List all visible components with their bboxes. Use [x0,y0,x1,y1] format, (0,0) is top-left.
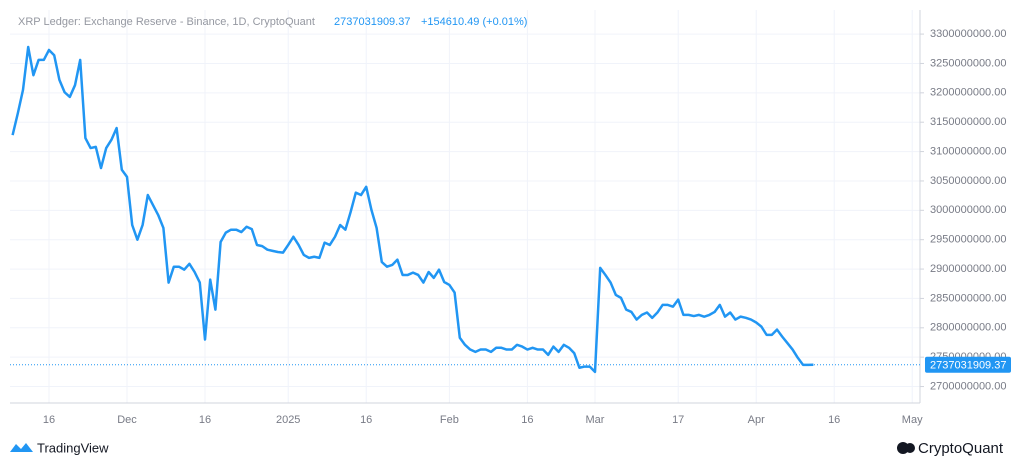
y-tick-label: 3100000000.00 [930,145,1006,157]
chart-title: XRP Ledger: Exchange Reserve - Binance, … [18,16,315,28]
cryptoquant-icon [905,443,915,453]
x-tick-label: Dec [117,414,137,426]
cryptoquant-text: CryptoQuant [918,440,1004,457]
y-tick-label: 2900000000.00 [930,263,1006,275]
y-tick-label: 3000000000.00 [930,204,1006,216]
data-line [11,45,814,374]
x-tick-label: May [902,414,923,426]
y-tick-label: 3050000000.00 [930,175,1006,187]
y-tick-label: 2850000000.00 [930,292,1006,304]
x-tick-label: Mar [586,414,605,426]
last-value-box [925,356,1011,373]
y-tick-label: 2950000000.00 [930,234,1006,246]
y-tick-label: 3250000000.00 [930,57,1006,69]
x-tick-label: 17 [672,414,684,426]
tradingview-icon [10,443,33,452]
tradingview-text: TradingView [37,440,109,455]
x-tick-label: Feb [440,414,459,426]
x-tick-label: 16 [360,414,372,426]
x-tick-label: 16 [828,414,840,426]
y-tick-label: 3300000000.00 [930,28,1006,40]
last-value-label: 2737031909.37 [930,360,1006,372]
cryptoquant-logo: CryptoQuant [897,440,1004,457]
y-tick-label: 3150000000.00 [930,116,1006,128]
y-tick-label: 2700000000.00 [930,380,1006,392]
y-tick-label: 2800000000.00 [930,322,1006,334]
y-tick-label: 3200000000.00 [930,87,1006,99]
x-tick-label: 16 [199,414,211,426]
header-change: +154610.49 (+0.01%) [421,16,527,28]
tradingview-logo: TradingView [10,440,109,455]
grid [10,10,920,403]
x-tick-label: Apr [748,414,765,426]
header-value: 2737031909.37 [334,16,410,28]
x-tick-label: 2025 [276,414,300,426]
x-tick-label: 16 [43,414,55,426]
x-tick-label: 16 [521,414,533,426]
